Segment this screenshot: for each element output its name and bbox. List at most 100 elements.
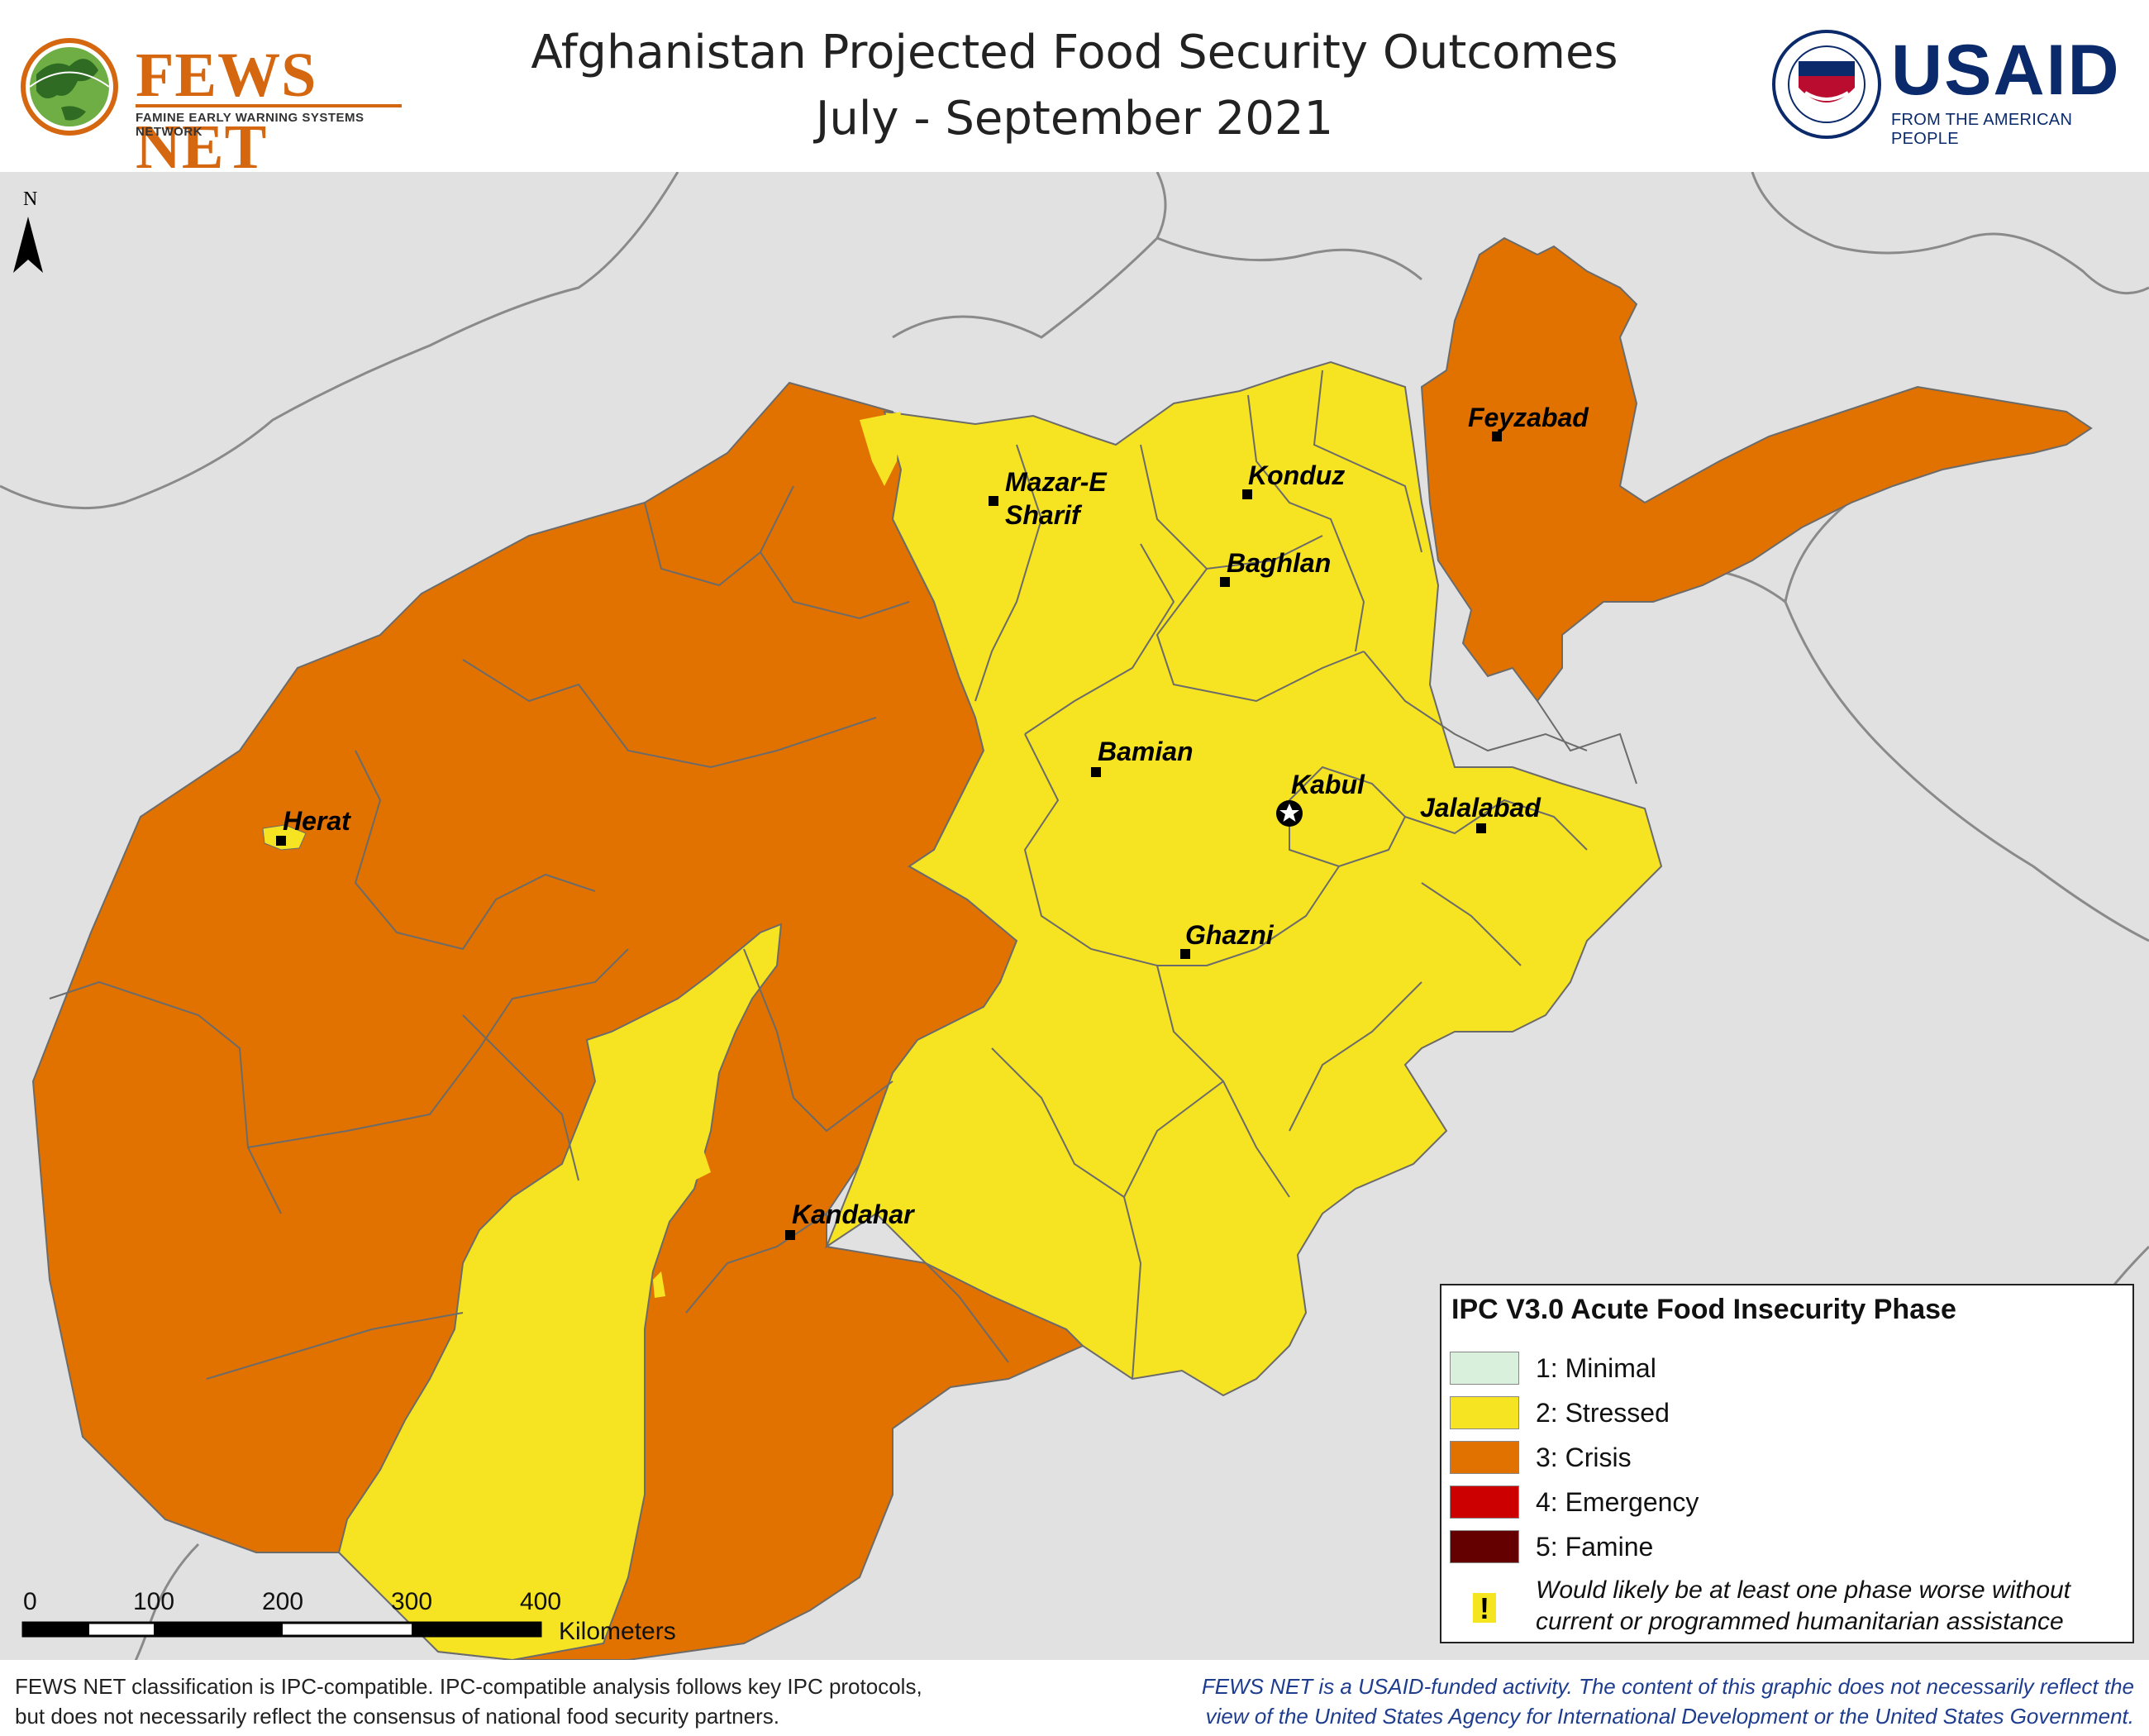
city-marker-feyzabad bbox=[1492, 432, 1502, 441]
legend-label-stressed: 2: Stressed bbox=[1536, 1398, 1670, 1428]
city-label-bamian: Bamian bbox=[1098, 737, 1194, 766]
province-line-13 bbox=[991, 1047, 1125, 1198]
province-line-4 bbox=[1313, 370, 1422, 553]
fews-net-subtitle: FAMINE EARLY WARNING SYSTEMS NETWORK bbox=[136, 111, 365, 139]
scale-tick-400: 400 bbox=[520, 1591, 561, 1615]
legend-swatch-emergency bbox=[1450, 1486, 1519, 1519]
province-line-7 bbox=[1363, 651, 1588, 752]
fews-net-name: FEWS NET bbox=[136, 41, 317, 182]
footer-usaid-disclaimer: FEWS NET is a USAID-funded activity. The… bbox=[1201, 1674, 2134, 1729]
scale-tick-200: 200 bbox=[262, 1591, 303, 1615]
legend-label-famine: 5: Famine bbox=[1536, 1532, 1654, 1562]
province-line-5 bbox=[1024, 543, 1175, 735]
capital-star-icon bbox=[1276, 800, 1303, 827]
legend-label-minimal: 1: Minimal bbox=[1536, 1353, 1656, 1383]
region-stressed-pocket-1 bbox=[860, 412, 901, 486]
province-line-14 bbox=[1289, 981, 1422, 1132]
border-uzbekistan bbox=[892, 172, 1167, 339]
province-line-20 bbox=[354, 750, 596, 951]
province-line-18 bbox=[644, 485, 794, 587]
legend-note-line-2: current or programmed humanitarian assis… bbox=[1536, 1608, 2064, 1635]
title-line-1: Afghanistan Projected Food Security Outc… bbox=[531, 26, 1618, 79]
humanitarian-flag-icon: ! bbox=[1480, 1591, 1489, 1625]
region-stressed-central bbox=[824, 360, 1663, 1397]
province-line-17 bbox=[462, 659, 877, 769]
province-line-16 bbox=[1537, 700, 1637, 785]
province-line-10 bbox=[1023, 733, 1158, 966]
legend-label-emergency: 4: Emergency bbox=[1536, 1487, 1699, 1517]
region-crisis-badakhshan bbox=[1420, 236, 2093, 703]
globe-icon bbox=[21, 38, 118, 136]
province-boundaries bbox=[49, 370, 1637, 1380]
city-marker-jalalabad bbox=[1476, 823, 1486, 833]
province-kabul bbox=[1289, 765, 1407, 868]
province-line-3 bbox=[1247, 394, 1365, 652]
city-marker-kandahar bbox=[785, 1230, 795, 1240]
usaid-seal-icon bbox=[1772, 30, 1881, 139]
scale-tick-0: 0 bbox=[23, 1591, 37, 1615]
page-title: Afghanistan Projected Food Security Outc… bbox=[0, 20, 2149, 152]
city-label-konduz: Konduz bbox=[1248, 460, 1345, 490]
legend-swatch-famine bbox=[1450, 1530, 1519, 1563]
city-label-jalalabad: Jalalabad bbox=[1420, 793, 1541, 823]
city-label-kabul: Kabul bbox=[1291, 770, 1365, 799]
region-stressed-pocket-3 bbox=[653, 1271, 665, 1298]
fews-net-rule bbox=[136, 104, 402, 107]
region-stressed-helmand bbox=[337, 923, 783, 1660]
city-marker-konduz bbox=[1242, 489, 1252, 499]
province-line-22 bbox=[247, 948, 629, 1148]
province-line-6 bbox=[1156, 568, 1365, 703]
legend-title: IPC V3.0 Acute Food Insecurity Phase bbox=[1451, 1294, 1956, 1325]
city-labels: Feyzabad Mazar-E Sharif Konduz Baghlan H… bbox=[283, 403, 1589, 1229]
north-arrow: N bbox=[12, 188, 45, 288]
afghanistan-map: Feyzabad Mazar-E Sharif Konduz Baghlan H… bbox=[0, 172, 2149, 1660]
usaid-logo: USAID FROM THE AMERICAN PEOPLE bbox=[1769, 30, 2132, 148]
usaid-tagline: FROM THE AMERICAN PEOPLE bbox=[1891, 111, 2073, 148]
province-line-23 bbox=[462, 1014, 579, 1181]
province-line-26 bbox=[685, 1213, 827, 1314]
legend-note: Would likely be at least one phase worse… bbox=[1536, 1575, 2070, 1638]
scale-tick-100: 100 bbox=[133, 1591, 174, 1615]
border-china-north bbox=[1751, 172, 2149, 295]
north-label: N bbox=[23, 188, 38, 210]
footer-ipc-disclaimer: FEWS NET classification is IPC-compatibl… bbox=[15, 1674, 922, 1729]
humanitarian-flag-background bbox=[1473, 1593, 1496, 1623]
city-marker-ghazni bbox=[1180, 949, 1190, 959]
legend: IPC V3.0 Acute Food Insecurity Phase 1: … bbox=[1440, 1284, 2134, 1643]
legend-swatch-stressed bbox=[1450, 1396, 1519, 1429]
border-tajikistan bbox=[1156, 236, 1422, 281]
city-label-herat: Herat bbox=[283, 806, 351, 836]
legend-swatch-crisis bbox=[1450, 1441, 1519, 1474]
usaid-wordmark: USAID bbox=[1891, 31, 2121, 110]
city-markers bbox=[276, 432, 1502, 1240]
scale-bar: 0 100 200 300 400 Kilometers bbox=[20, 1588, 698, 1645]
scale-unit: Kilometers bbox=[559, 1618, 676, 1641]
scale-bar-graphic: 0 100 200 300 400 Kilometers bbox=[21, 1588, 676, 1645]
city-label-feyzabad: Feyzabad bbox=[1468, 403, 1589, 432]
city-marker-herat bbox=[276, 836, 286, 846]
region-stressed-pocket-2 bbox=[686, 1147, 711, 1180]
city-label-mazar: Mazar-E bbox=[1005, 467, 1108, 497]
footer: FEWS NET classification is IPC-compatibl… bbox=[0, 1660, 2149, 1736]
province-line-27 bbox=[925, 1262, 1009, 1363]
city-marker-bamian bbox=[1091, 767, 1101, 777]
province-line-24 bbox=[206, 1312, 464, 1380]
north-arrow-icon bbox=[13, 217, 43, 273]
province-line-1 bbox=[974, 444, 1043, 702]
city-label-ghazni: Ghazni bbox=[1185, 920, 1275, 950]
fews-net-logo: FEWS NET FAMINE EARLY WARNING SYSTEMS NE… bbox=[12, 25, 402, 182]
province-line-25 bbox=[743, 948, 893, 1133]
province-line-19 bbox=[760, 551, 910, 620]
legend-swatch-minimal bbox=[1450, 1352, 1519, 1385]
city-label-kandahar: Kandahar bbox=[792, 1199, 915, 1229]
province-line-8 bbox=[1404, 799, 1588, 851]
province-line-9 bbox=[1157, 866, 1340, 966]
province-line-15 bbox=[1421, 882, 1522, 966]
city-label-sharif: Sharif bbox=[1005, 500, 1083, 530]
city-marker-mazar bbox=[989, 496, 998, 506]
scale-tick-300: 300 bbox=[391, 1591, 432, 1615]
city-label-baghlan: Baghlan bbox=[1227, 548, 1331, 578]
border-iran-turkmenistan bbox=[0, 172, 679, 510]
city-marker-baghlan bbox=[1220, 577, 1230, 587]
legend-label-crisis: 3: Crisis bbox=[1536, 1443, 1632, 1472]
